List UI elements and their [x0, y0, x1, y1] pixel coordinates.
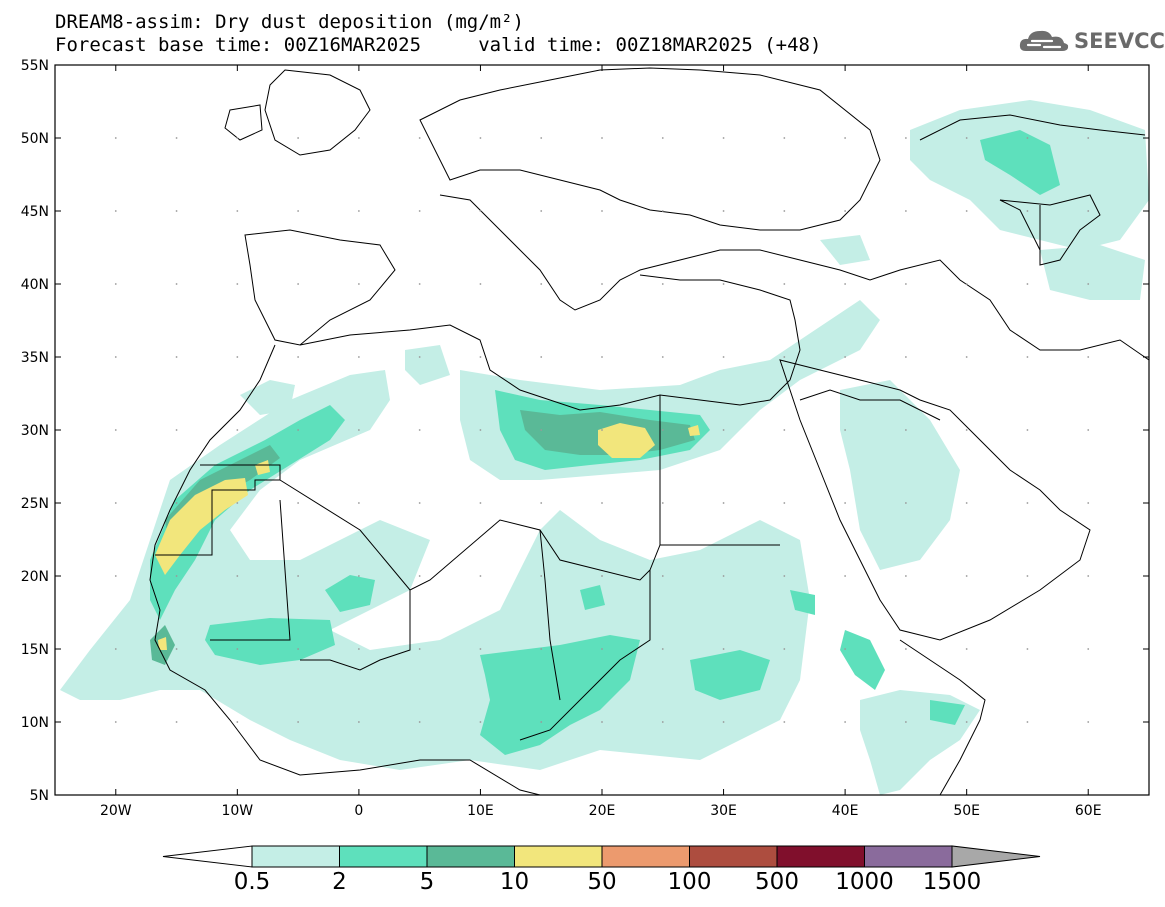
lon-tick-label: 30E	[710, 803, 737, 819]
seevccc-logo: SEEVCCC	[1018, 27, 1165, 55]
lat-tick-label: 30N	[21, 423, 49, 439]
lon-tick-label: 50E	[953, 803, 980, 819]
legend-label: 500	[755, 869, 799, 895]
legend-swatch	[689, 845, 778, 868]
deposition-level-10	[155, 423, 700, 650]
legend-swatch	[601, 845, 690, 868]
lon-tick-label: 20E	[589, 803, 616, 819]
legend-label: 100	[668, 869, 712, 895]
latitude-axis: 55N 50N 45N 40N 35N 30N 25N 20N 15N 10N 5N	[21, 58, 1149, 804]
lat-tick-label: 45N	[21, 204, 49, 220]
cloud-icon	[1019, 30, 1069, 51]
lat-tick-label: 55N	[21, 58, 49, 74]
lon-tick-label: 20W	[100, 803, 132, 819]
legend-max-arrow	[951, 845, 1041, 868]
lat-tick-label: 5N	[30, 788, 49, 804]
lon-tick-label: 0	[354, 803, 363, 819]
lon-tick-label: 40E	[832, 803, 859, 819]
lat-tick-label: 50N	[21, 131, 49, 147]
legend-label: 10	[500, 869, 529, 895]
legend-swatch	[776, 845, 865, 868]
lat-tick-label: 20N	[21, 569, 49, 585]
legend-label: 5	[420, 869, 435, 895]
lon-tick-label: 60E	[1075, 803, 1102, 819]
legend-label: 2	[332, 869, 347, 895]
forecast-times: Forecast base time: 00Z16MAR2025 valid t…	[55, 34, 822, 56]
lon-tick-label: 10E	[467, 803, 494, 819]
logo-text: SEEVCCC	[1074, 29, 1165, 53]
legend-label: 50	[587, 869, 616, 895]
legend-swatch	[514, 845, 603, 868]
deposition-fields	[60, 100, 1149, 795]
colorbar-legend: 0.5 2 5 10 50 100 500 1000 1500	[162, 845, 1041, 895]
legend-min-arrow	[162, 845, 253, 868]
chart-title: DREAM8-assim: Dry dust deposition (mg/m²…	[55, 11, 524, 33]
legend-label: 1500	[923, 869, 982, 895]
lat-tick-label: 35N	[21, 350, 49, 366]
legend-label: 0.5	[234, 869, 271, 895]
graticule-dots	[114, 137, 1090, 723]
legend-swatch	[339, 845, 428, 868]
longitude-axis: 20W 10W 0 10E 20E 30E 40E 50E 60E	[100, 65, 1102, 819]
legend-swatch	[251, 845, 340, 868]
legend-label: 1000	[835, 869, 894, 895]
lat-tick-label: 15N	[21, 642, 49, 658]
lat-tick-label: 10N	[21, 715, 49, 731]
coastlines-and-borders	[149, 67, 1149, 795]
lon-tick-label: 10W	[221, 803, 253, 819]
legend-swatch	[864, 845, 953, 868]
legend-swatch	[426, 845, 515, 868]
lat-tick-label: 25N	[21, 496, 49, 512]
lat-tick-label: 40N	[21, 277, 49, 293]
